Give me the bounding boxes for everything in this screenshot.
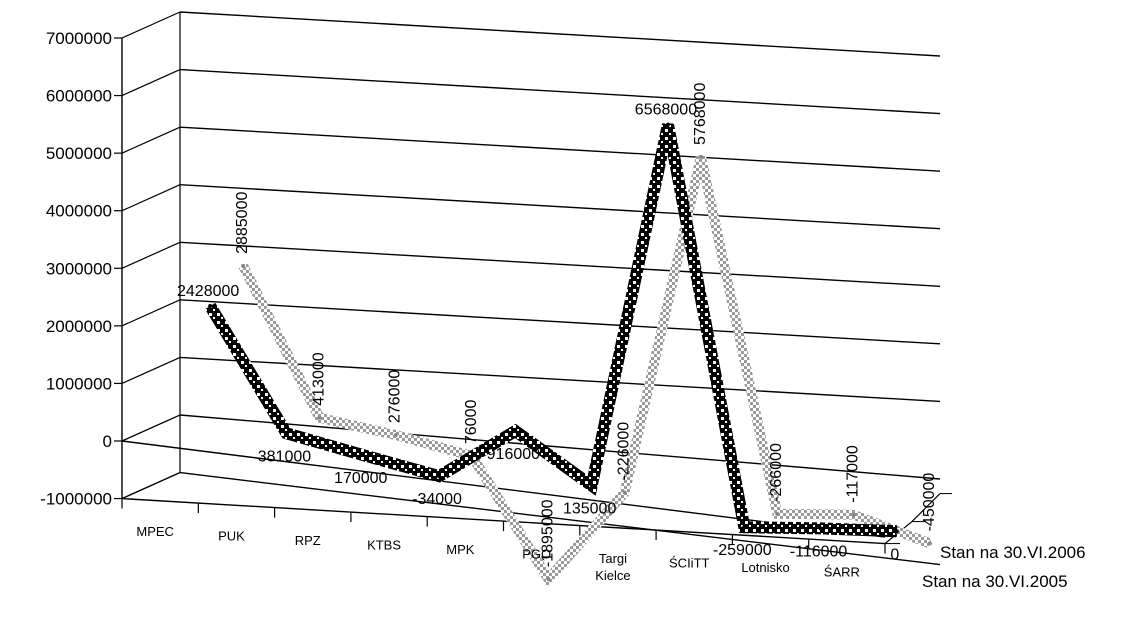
gridline	[179, 68, 941, 115]
data-label: 381000	[258, 448, 311, 465]
y-tick-mark	[121, 241, 181, 269]
data-label: -226000	[616, 422, 633, 481]
x-tick-label: Lotnisko	[741, 560, 789, 575]
data-label: -1895000	[539, 499, 556, 567]
y-tick-mark	[121, 299, 181, 327]
data-label: 170000	[334, 470, 387, 487]
chart-series	[205, 122, 932, 588]
y-tick-mark	[121, 356, 181, 384]
gridline	[179, 241, 941, 287]
data-point	[437, 474, 442, 479]
x-tick-label: Targi	[599, 551, 627, 566]
x-tick-label: ŚCIiTT	[669, 555, 710, 570]
data-label: 413000	[310, 352, 327, 405]
y-tick-label: 2000000	[46, 317, 112, 336]
gridline	[179, 299, 941, 345]
data-label: 5768000	[692, 83, 709, 145]
y-axis-labels: -1000000 0 1000000 2000000 3000000 4000000 500…	[40, 29, 112, 509]
chart-frame	[114, 11, 952, 566]
gridline	[179, 184, 941, 230]
data-point	[775, 511, 780, 516]
y-tick-label: 4000000	[46, 202, 112, 221]
zero-line-depth	[121, 414, 181, 442]
x-tick-label: PUK	[218, 528, 245, 543]
series-line-2005	[205, 123, 898, 538]
data-label: 76000	[463, 400, 480, 445]
legend-item-2006: Stan na 30.VI.2006	[940, 543, 1086, 562]
x-tick-label: RPZ	[295, 533, 321, 548]
data-point	[360, 452, 365, 457]
y-tick-label: 3000000	[46, 259, 112, 278]
x-tick-label: Kielce	[595, 568, 630, 583]
x-tick-label: MPEC	[136, 524, 174, 539]
data-point	[589, 483, 594, 488]
data-label: -266000	[768, 443, 785, 502]
depth-edge	[911, 493, 941, 522]
x-tick-label: PGO	[522, 546, 551, 561]
data-label: 276000	[387, 370, 404, 423]
x-tick-label: KTBS	[367, 537, 401, 552]
y-tick-label: 1000000	[46, 374, 112, 393]
data-point	[698, 154, 703, 159]
data-point	[742, 525, 747, 530]
legend: Stan na 30.VI.2006 Stan na 30.VI.2005	[922, 543, 1086, 591]
legend-item-2005: Stan na 30.VI.2005	[922, 572, 1068, 591]
y-tick-label: 5000000	[46, 144, 112, 163]
y-tick-mark	[121, 69, 181, 97]
data-point	[818, 526, 823, 531]
data-point	[393, 433, 398, 438]
gridline	[179, 126, 941, 172]
data-label: -34000	[412, 491, 462, 508]
data-label: -117000	[845, 445, 862, 503]
data-point	[894, 529, 899, 534]
data-point	[546, 577, 551, 582]
data-label: 2885000	[234, 192, 251, 254]
gridline	[179, 414, 941, 480]
data-point	[208, 303, 213, 308]
data-point	[665, 122, 670, 127]
data-label: 0	[890, 546, 899, 563]
y-tick-label: 7000000	[46, 29, 112, 48]
data-point	[317, 415, 322, 420]
x-tick-label: MPK	[446, 542, 475, 557]
y-tick-label: 6000000	[46, 87, 112, 106]
data-point	[927, 541, 932, 546]
data-point	[284, 431, 289, 436]
data-label: -116000	[790, 543, 848, 560]
data-point	[513, 429, 518, 434]
gridline	[179, 356, 941, 403]
y-tick-mark	[121, 126, 181, 154]
data-point	[851, 512, 856, 517]
data-label: -259000	[713, 542, 772, 559]
data-labels: 2885000 413000 276000 76000 -1895000 -226000 5…	[177, 83, 938, 568]
data-label: 135000	[563, 500, 616, 517]
series-line-2006	[238, 155, 932, 588]
floor-left-edge	[121, 472, 181, 500]
y-tick-label: -1000000	[40, 490, 112, 509]
data-point	[622, 490, 627, 495]
data-label: 2428000	[177, 283, 239, 300]
zero-line	[121, 440, 886, 538]
gridline	[179, 471, 941, 566]
y-tick-mark	[121, 11, 181, 39]
data-point	[241, 263, 246, 268]
data-label: 6568000	[635, 102, 697, 119]
y-tick-mark	[121, 184, 181, 212]
y-tick-label: 0	[103, 432, 112, 451]
data-label: 916000	[487, 446, 540, 463]
x-axis-labels: MPEC PUK RPZ KTBS MPK PGO Targi Kielce ŚCIiTT Lot…	[136, 524, 860, 583]
gridline	[179, 11, 941, 57]
x-tick-label: ŚARR	[824, 564, 860, 579]
data-label: -450000	[921, 473, 938, 532]
